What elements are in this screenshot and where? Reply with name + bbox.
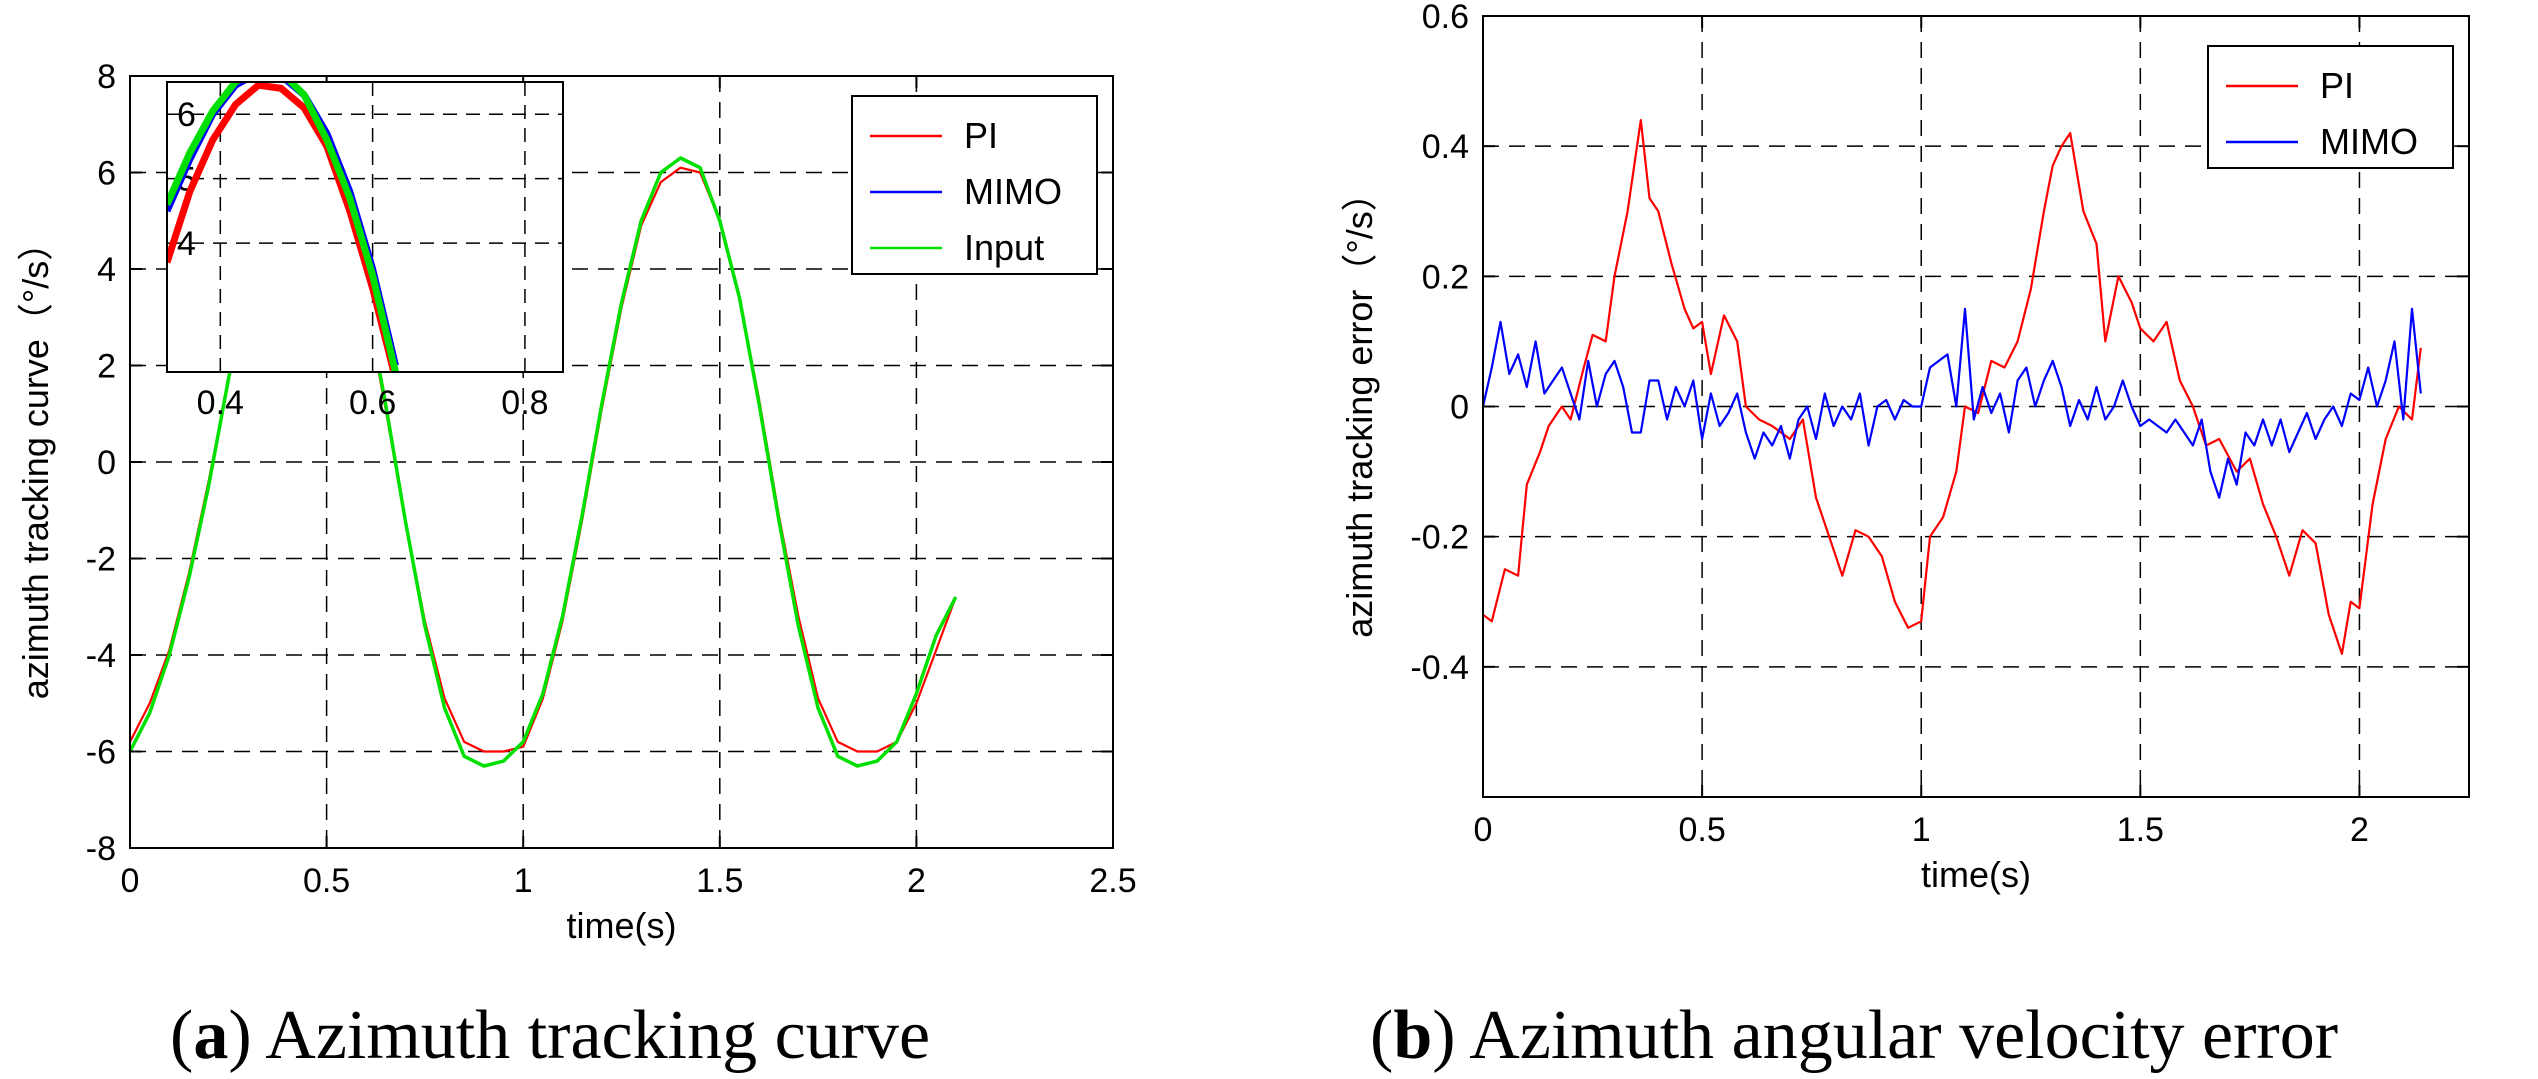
inset-x-tick-label: 0.6 (349, 384, 396, 422)
a-y-tick-label: 4 (97, 251, 116, 289)
a-legend-label-pi: PI (964, 115, 998, 156)
chart-a-plot-frame (129, 75, 1114, 849)
inset-series-line-input (167, 82, 399, 372)
chart-b-legend: PI MIMO (2207, 45, 2454, 169)
chart-a-tracking-curve: 0 0.5 1 1.5 2 2.5 -8 -6 -4 -2 0 2 4 6 8 time(s) azimut… (15, 58, 1137, 946)
b-y-tick-label: 0.4 (1422, 128, 1469, 166)
caption-a-letter: a (193, 997, 228, 1074)
a-x-tick-label: 0 (121, 862, 140, 900)
chart-a-x-axis-label: time(s) (567, 905, 677, 946)
a-legend-label-input: Input (964, 227, 1044, 268)
b-x-tick-label: 2 (2350, 811, 2369, 849)
b-x-tick-label: 1 (1912, 811, 1931, 849)
b-y-tick-label: -0.4 (1410, 649, 1469, 687)
a-x-tick-label: 1 (514, 862, 533, 900)
inset-y-tick-label: 4 (177, 225, 196, 263)
a-y-tick-label: 8 (97, 58, 116, 96)
a-y-tick-label: -6 (86, 734, 116, 772)
b-x-tick-label: 0 (1474, 811, 1493, 849)
chart-a-ticks: 0 0.5 1 1.5 2 2.5 -8 -6 -4 -2 0 2 4 6 8 (86, 58, 1137, 900)
inset-x-tick-label: 0.4 (197, 384, 244, 422)
chart-b-plot-frame (1482, 15, 2470, 798)
a-x-tick-label: 2.5 (1089, 862, 1136, 900)
b-y-tick-label: -0.2 (1410, 519, 1469, 557)
chart-a-legend: PI MIMO Input (851, 95, 1098, 275)
a-x-tick-label: 2 (907, 862, 926, 900)
b-x-tick-label: 0.5 (1678, 811, 1725, 849)
b-series-line-pi (1482, 118, 2422, 655)
chart-b-grid (1483, 16, 2469, 797)
caption-b: (b) Azimuth angular velocity error (1370, 997, 2338, 1074)
a-y-tick-label: 2 (97, 348, 116, 386)
b-legend-label-pi: PI (2320, 65, 2354, 106)
b-y-tick-label: 0.2 (1422, 258, 1469, 296)
a-legend-box (851, 95, 1098, 275)
b-series-line-mimo (1481, 307, 2422, 499)
a-y-tick-label: 6 (97, 155, 116, 193)
a-x-tick-label: 1.5 (696, 862, 743, 900)
chart-b-ticks: 0 0.5 1 1.5 2 -0.4 -0.2 0 0.2 0.4 0.6 (1410, 0, 2469, 849)
caption-b-letter: b (1393, 997, 1432, 1074)
chart-b-velocity-error: 0 0.5 1 1.5 2 -0.4 -0.2 0 0.2 0.4 0.6 time(s) azim… (1339, 0, 2470, 895)
b-y-tick-label: 0.6 (1422, 0, 1469, 36)
chart-a-y-axis-label: azimuth tracking curve（°/s） (15, 225, 56, 700)
a-legend-label-mimo: MIMO (964, 171, 1062, 212)
inset-series (167, 82, 399, 372)
b-y-tick-label: 0 (1450, 389, 1469, 427)
chart-b-series (1481, 118, 2422, 655)
inset-x-tick-label: 0.8 (501, 384, 548, 422)
a-y-tick-label: -4 (86, 637, 116, 675)
caption-a: (a) Azimuth tracking curve (170, 997, 930, 1074)
chart-b-y-axis-label: azimuth tracking error（°/s） (1339, 175, 1380, 638)
a-x-tick-label: 0.5 (303, 862, 350, 900)
b-x-tick-label: 1.5 (2117, 811, 2164, 849)
a-y-tick-label: 0 (97, 444, 116, 482)
chart-b-x-axis-label: time(s) (1921, 854, 2031, 895)
b-legend-box (2207, 45, 2454, 169)
a-y-tick-label: -2 (86, 541, 116, 579)
inset-background (167, 82, 563, 372)
b-legend-label-mimo: MIMO (2320, 121, 2418, 162)
a-y-tick-label: -8 (86, 830, 116, 868)
caption-b-text: Azimuth angular velocity error (1469, 997, 2338, 1074)
inset-frame (166, 81, 564, 373)
caption-a-text: Azimuth tracking curve (265, 997, 930, 1074)
inset-y-tick-label: 6 (177, 96, 196, 134)
inset-series-line-pi (167, 82, 398, 372)
